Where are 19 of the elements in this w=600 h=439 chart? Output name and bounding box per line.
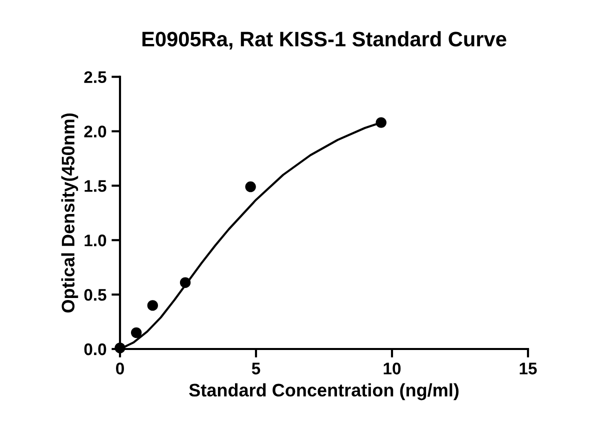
chart-title: E0905Ra, Rat KISS-1 Standard Curve [142,31,506,50]
x-tick-label: 15 [520,362,537,374]
point [147,300,158,311]
point [114,342,126,354]
y-tick-label: 2.5 [84,71,106,84]
x-axis-title: Standard Concentration (ng/ml) [189,383,459,400]
y-tick-label: 0.0 [84,343,106,356]
point [180,277,191,288]
y-tick-label: 1.0 [84,234,106,246]
y-tick-label: 1.5 [84,180,106,192]
y-tick-label: 2.0 [84,126,106,138]
point [245,181,256,192]
point [376,117,386,128]
x-tick-label: 10 [384,362,401,374]
x-tick-label: 0 [116,362,124,374]
point [130,327,142,338]
x-tick-label: 5 [252,362,260,374]
y-axis-title: Optical Density(450nm) [61,113,78,313]
y-tick-label: 0.5 [84,288,106,301]
